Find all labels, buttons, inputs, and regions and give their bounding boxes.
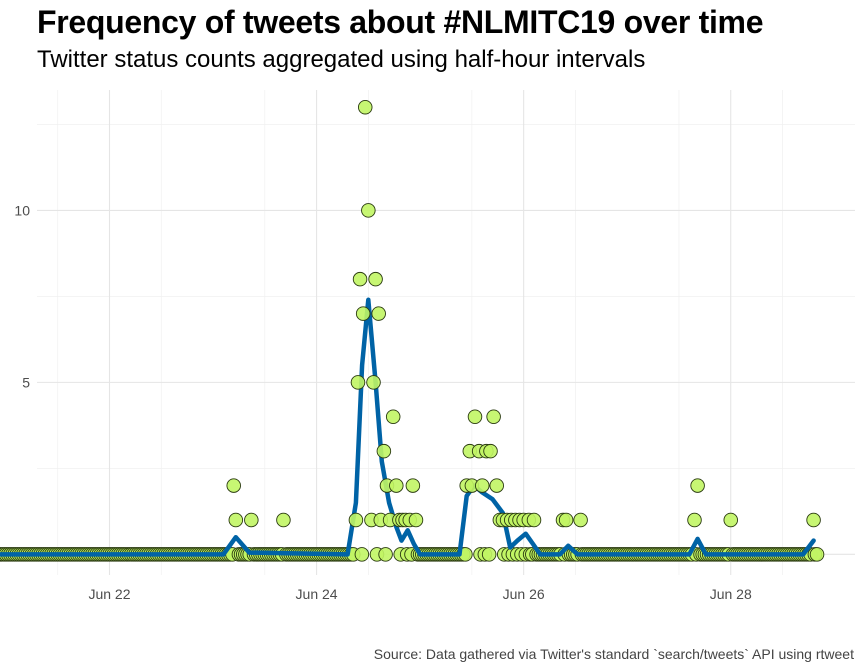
data-point	[371, 306, 386, 321]
data-point	[376, 443, 392, 459]
data-point	[244, 512, 259, 528]
data-point-zero	[354, 547, 370, 562]
data-point	[357, 99, 373, 115]
data-point	[483, 443, 498, 459]
trend-line	[0, 297, 816, 557]
data-point	[366, 375, 381, 390]
x-tick-label: Jun 24	[296, 586, 338, 602]
data-point	[486, 409, 501, 425]
data-point	[226, 478, 241, 493]
data-point	[352, 271, 368, 287]
chart-title: Frequency of tweets about #NLMITC19 over…	[37, 4, 764, 40]
data-point	[350, 375, 366, 390]
data-point	[348, 512, 364, 528]
data-point	[558, 512, 574, 528]
chart-subtitle: Twitter status counts aggregated using h…	[37, 46, 646, 73]
data-point	[806, 512, 821, 528]
data-point	[467, 409, 483, 425]
data-point	[723, 512, 738, 528]
data-point-zero	[481, 547, 497, 562]
data-point	[368, 271, 383, 287]
data-point	[526, 512, 542, 528]
data-point	[687, 512, 702, 528]
nonzero-count-points	[226, 99, 821, 528]
trend-line-layer	[0, 297, 816, 557]
gridlines	[37, 90, 855, 575]
y-tick-label: 5	[22, 374, 30, 390]
data-point	[690, 478, 705, 493]
data-point	[355, 306, 371, 321]
data-point	[389, 478, 404, 493]
y-tick-label: 10	[14, 202, 30, 218]
data-point-zero	[809, 547, 825, 562]
data-point	[573, 512, 588, 528]
data-point	[276, 512, 291, 528]
source-caption: Source: Data gathered via Twitter's stan…	[373, 646, 854, 662]
data-point	[385, 409, 401, 425]
data-point-zero	[378, 547, 393, 562]
data-point	[361, 203, 376, 218]
x-tick-label: Jun 22	[88, 586, 130, 602]
x-tick-label: Jun 26	[503, 586, 545, 602]
data-point	[489, 478, 504, 493]
data-point	[405, 478, 421, 493]
x-tick-label: Jun 28	[710, 586, 752, 602]
data-point	[474, 478, 490, 493]
data-point	[408, 512, 424, 528]
data-point	[228, 512, 244, 528]
